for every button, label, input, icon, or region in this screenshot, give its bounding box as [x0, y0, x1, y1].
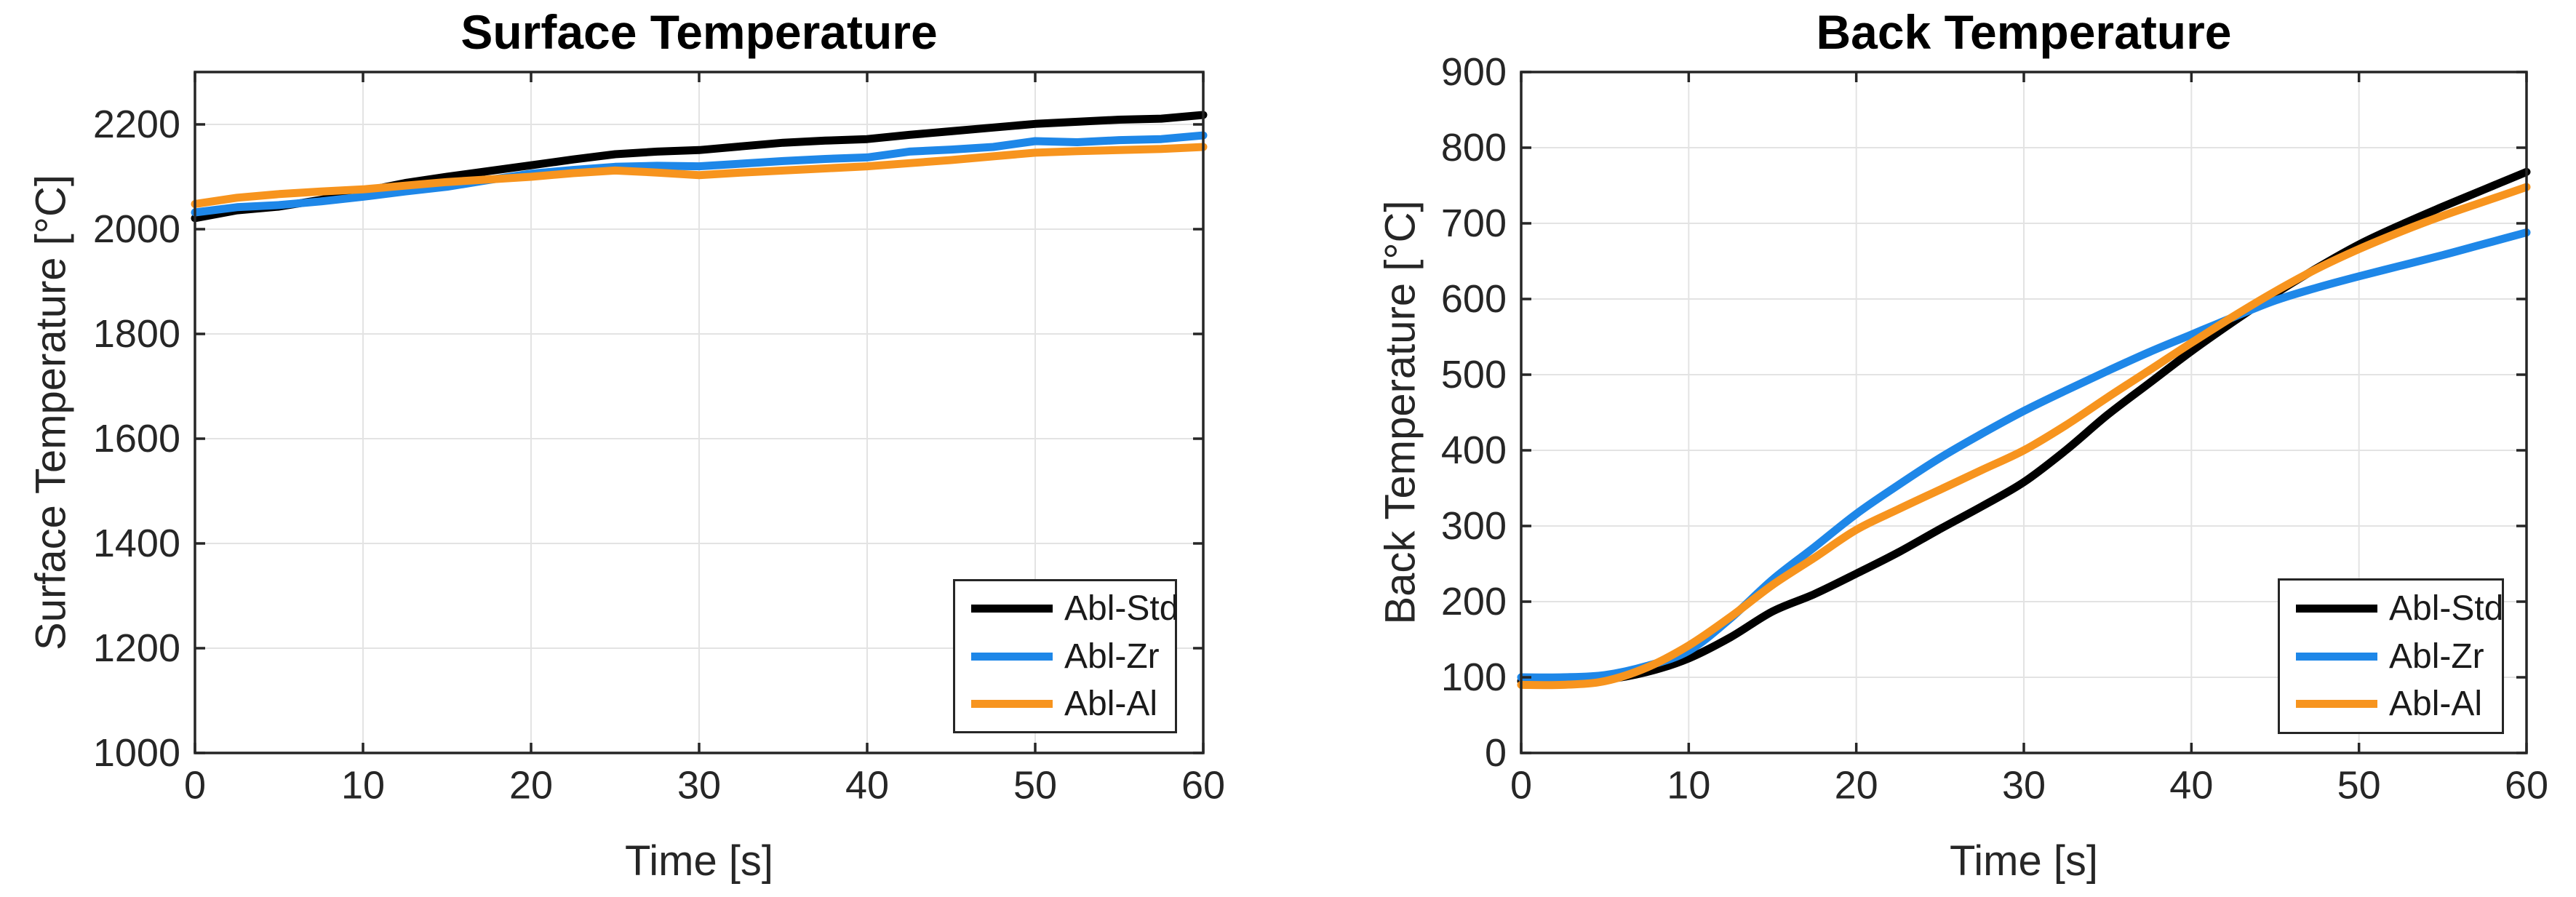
x-tick-label: 20 [1835, 763, 1878, 807]
legend-line-swatch-abl-zr [971, 652, 1053, 661]
legend-row-abl-zr: Abl-Zr [955, 637, 1175, 677]
y-tick-label: 0 [1485, 731, 1507, 775]
series-line-abl-al [1517, 183, 2531, 690]
y-tick-label: 1800 [93, 312, 180, 356]
legend-row-abl-std: Abl-Std [955, 589, 1179, 629]
y-tick-label: 2000 [93, 207, 180, 251]
legend-label-abl-al: Abl-Al [1064, 684, 1158, 723]
legend-line-swatch-abl-al [971, 699, 1053, 708]
x-tick-label: 0 [1510, 763, 1532, 807]
x-tick-label: 0 [184, 763, 206, 807]
x-tick-label: 60 [2505, 763, 2548, 807]
series-line-abl-zr [1517, 228, 2531, 682]
x-tick-label: 20 [509, 763, 553, 807]
legend-row-abl-zr: Abl-Zr [2280, 637, 2502, 677]
x-tick-label: 40 [845, 763, 889, 807]
y-tick-label: 700 [1441, 202, 1507, 245]
y-tick-label: 800 [1441, 126, 1507, 170]
legend-row-abl-std: Abl-Std [2280, 589, 2504, 629]
x-tick-label: 60 [1181, 763, 1225, 807]
surface-x-axis-label: Time [s] [624, 837, 774, 885]
surface-legend: Abl-Std Abl-Zr Abl-Al [953, 579, 1179, 733]
legend-label-abl-zr: Abl-Zr [2389, 637, 2484, 676]
x-tick-label: 10 [341, 763, 385, 807]
legend-line-swatch-abl-std [2296, 604, 2377, 613]
surface-chart-title: Surface Temperature [460, 5, 938, 59]
y-tick-label: 500 [1441, 353, 1507, 396]
y-tick-label: 2200 [93, 103, 180, 146]
back-y-axis-label: Back Temperature [°C] [1376, 200, 1424, 625]
back-legend: Abl-Std Abl-Zr Abl-Al [2278, 578, 2504, 734]
legend-label-abl-al: Abl-Al [2389, 685, 2483, 724]
y-tick-label: 200 [1441, 580, 1507, 623]
surface-y-axis-label: Surface Temperature [°C] [27, 175, 75, 650]
y-tick-label: 900 [1441, 50, 1507, 94]
y-tick-label: 1600 [93, 417, 180, 461]
x-tick-label: 50 [2337, 763, 2381, 807]
y-tick-label: 400 [1441, 428, 1507, 472]
legend-row-abl-al: Abl-Al [2280, 684, 2502, 724]
x-tick-label: 40 [2169, 763, 2213, 807]
x-tick-label: 10 [1667, 763, 1710, 807]
series-line-abl-zr [191, 131, 1208, 217]
y-tick-label: 1400 [93, 522, 180, 565]
legend-label-abl-std: Abl-Std [2389, 589, 2504, 628]
back-x-axis-label: Time [s] [1949, 837, 2099, 885]
y-tick-label: 600 [1441, 277, 1507, 321]
y-tick-label: 100 [1441, 655, 1507, 699]
x-tick-label: 30 [677, 763, 721, 807]
legend-label-abl-std: Abl-Std [1064, 589, 1179, 629]
legend-line-swatch-abl-std [971, 605, 1053, 613]
legend-line-swatch-abl-al [2296, 700, 2377, 709]
legend-line-swatch-abl-zr [2296, 652, 2377, 661]
x-tick-label: 30 [2002, 763, 2046, 807]
legend-row-abl-al: Abl-Al [955, 684, 1175, 724]
y-tick-label: 300 [1441, 504, 1507, 548]
legend-label-abl-zr: Abl-Zr [1064, 637, 1160, 676]
y-tick-label: 1200 [93, 626, 180, 670]
x-tick-label: 50 [1013, 763, 1057, 807]
back-chart-title: Back Temperature [1816, 5, 2232, 59]
series-line-abl-al [191, 143, 1208, 208]
y-tick-label: 1000 [93, 731, 180, 775]
